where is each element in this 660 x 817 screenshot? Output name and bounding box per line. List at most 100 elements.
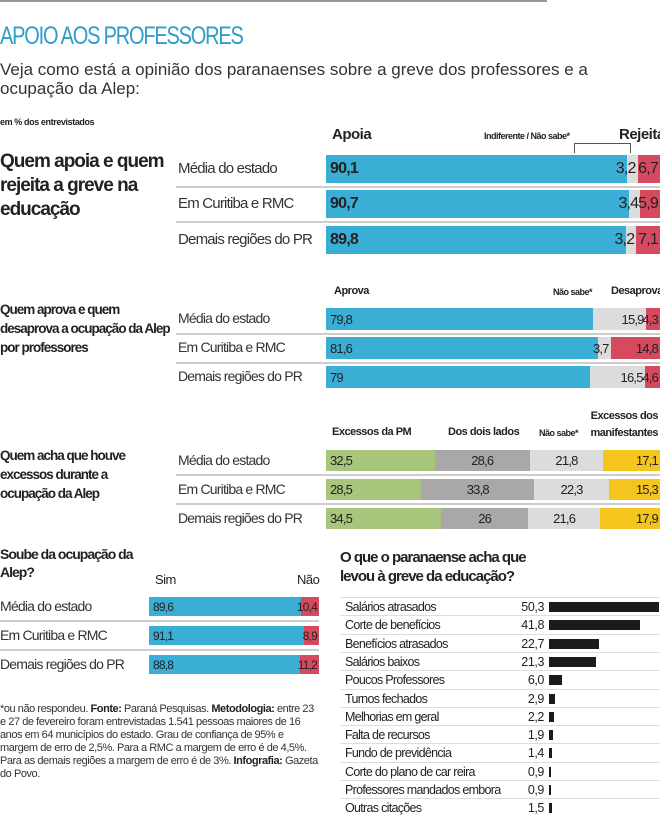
row-label: Em Curitiba e RMC	[0, 626, 108, 643]
row-separator	[176, 186, 660, 188]
cause-label: Salários atrasados	[345, 600, 437, 614]
bar-segment-n-o: 11,2	[298, 655, 319, 674]
row-label: Média do estado	[178, 310, 270, 326]
section2-header-desaprova: Desaprova	[611, 285, 660, 297]
indicator-line	[630, 143, 631, 153]
cause-label: Turnos fechados	[345, 691, 428, 706]
bar-segment-excessos-dos-manifestantes: 15,3	[608, 479, 660, 500]
cause-label: Fundo de previdência	[345, 746, 452, 761]
cause-value: 6,0	[527, 673, 545, 688]
bar-segment-indiferente-n-o-sabe: 3,2	[614, 226, 637, 254]
stacked-bar: 28,5 33,8 22,3 15,3	[326, 479, 660, 500]
cause-label: Outras citações	[345, 801, 422, 816]
bar-segment-n-o-sabe: 21,8	[530, 450, 603, 471]
list-item: Outras citações 1,5	[340, 798, 660, 817]
cause-value: 0,9	[527, 783, 545, 797]
cause-bar	[549, 711, 554, 722]
list-item: Corte do plano de car reira 0,9	[340, 761, 660, 781]
cause-bar	[549, 766, 551, 777]
cause-bar	[549, 620, 641, 631]
section1-header-indiferente: Indiferente / Não sabe*	[484, 131, 570, 141]
cause-bar	[549, 748, 553, 759]
indicator-line	[574, 143, 631, 144]
cause-label: Melhorias em geral	[345, 709, 439, 724]
cause-label: Falta de recursos	[345, 728, 430, 743]
bar-segment-excessos-da-pm: 34,5	[326, 508, 442, 529]
bar-segment-n-o-sabe: 22,3	[534, 479, 609, 500]
stacked-bar: 90,7 3,4 5,9	[326, 190, 660, 218]
row-label: Demais regiões do PR	[178, 509, 303, 526]
bar-segment-desaprova: 4,6	[642, 366, 660, 388]
row-label: Em Curitiba e RMC	[178, 195, 294, 212]
cause-value: 41,8	[521, 618, 544, 633]
bar-segment-dos-dois-lados: 28,6	[434, 450, 531, 471]
bar-segment-n-o-sabe: 21,6	[528, 508, 601, 529]
row-label: Em Curitiba e RMC	[178, 480, 286, 497]
stacked-bar: 91,1 8,9	[149, 626, 319, 645]
bar-segment-apoia: 90,7	[326, 190, 629, 218]
list-item: Professores mandados embora 0,9	[340, 780, 660, 799]
bar-segment-excessos-dos-manifestantes: 17,9	[600, 508, 660, 529]
bar-segment-n-o: 8,9	[303, 626, 319, 645]
bar-segment-sim: 89,6	[149, 597, 302, 616]
stacked-bar: 79 16,5 4,6	[326, 366, 660, 388]
source-label: Fonte:	[90, 703, 122, 715]
cause-bar	[549, 730, 554, 741]
cause-bar	[549, 803, 553, 814]
list-item: Fundo de previdência 1,4	[340, 743, 660, 762]
bar-segment-excessos-dos-manifestantes: 17,1	[602, 450, 660, 471]
bar-segment-desaprova: 4,3	[642, 308, 660, 330]
cause-label: Professores mandados embora	[345, 783, 501, 797]
cause-bar	[549, 785, 551, 795]
bar-segment-excessos-da-pm: 32,5	[326, 450, 435, 471]
list-item: Salários baixos 21,3	[340, 651, 660, 671]
cause-bar	[549, 656, 596, 667]
row-separator	[176, 361, 660, 364]
row-separator	[176, 332, 660, 335]
list-item: Poucos Professores 6,0	[340, 670, 660, 689]
section4-header-nao: Não	[297, 572, 320, 587]
cause-value: 1,9	[527, 728, 545, 743]
row-label: Demais regiões do PR	[178, 368, 303, 384]
footnote: *ou não respondeu. Fonte: Paraná Pesquis…	[0, 703, 322, 781]
unit-note: em % dos entrevistados	[0, 117, 95, 127]
section3-header-dois-lados: Dos dois lados	[448, 426, 520, 438]
bar-segment-rejeita: 7,1	[636, 226, 660, 254]
cause-value: 0,9	[527, 764, 545, 779]
bar-segment-sim: 91,1	[149, 626, 304, 645]
cause-label: Salários baixos	[345, 654, 420, 669]
bar-segment-indiferente-n-o-sabe: 3,4	[618, 190, 641, 218]
list-item: Salários atrasados 50,3	[340, 597, 660, 616]
row-label: Em Curitiba e RMC	[178, 339, 286, 355]
section3-header-manifestantes: Excessos dos manifestantes	[590, 410, 659, 439]
cause-value: 1,5	[527, 801, 545, 816]
cause-bar	[549, 602, 659, 612]
row-separator	[176, 221, 660, 223]
list-item: Benefícios atrasados 22,7	[340, 633, 660, 653]
credit-label: Infografia:	[233, 755, 283, 767]
cause-label: Poucos Professores	[345, 673, 445, 688]
stacked-bar: 89,6 10,4	[149, 597, 319, 616]
section1-header-rejeita: Rejeita	[619, 126, 660, 143]
cause-value: 2,9	[527, 691, 545, 706]
cause-value: 2,2	[527, 709, 545, 724]
stacked-bar: 79,8 15,9 4,3	[326, 308, 660, 330]
cause-bar	[549, 638, 599, 649]
method: entre 23 e 27 de fevereiro foram entrevi…	[0, 703, 314, 767]
method-label: Metodologia:	[211, 703, 275, 715]
bar-segment-aprova: 81,6	[326, 337, 599, 359]
bar-segment-rejeita: 6,7	[637, 155, 660, 183]
row-label: Média do estado	[178, 451, 270, 468]
stacked-bar: 81,6 3,7 14,8	[326, 337, 660, 359]
cause-value: 1,4	[527, 746, 545, 761]
bar-segment-apoia: 90,1	[326, 155, 627, 183]
bar-segment-rejeita: 5,9	[638, 190, 660, 218]
cause-value: 50,3	[521, 600, 544, 614]
stacked-bar: 89,83,27,1	[326, 226, 660, 254]
indicator-line	[574, 143, 575, 153]
cause-label: Corte do plano de car reira	[345, 764, 475, 779]
list-item: Corte de benefícios 41,8	[340, 615, 660, 634]
bar-segment-dos-dois-lados: 33,8	[421, 479, 535, 500]
row-label: Demais regiões do PR	[178, 231, 313, 248]
list-item: Turnos fechados 2,9	[340, 688, 660, 708]
